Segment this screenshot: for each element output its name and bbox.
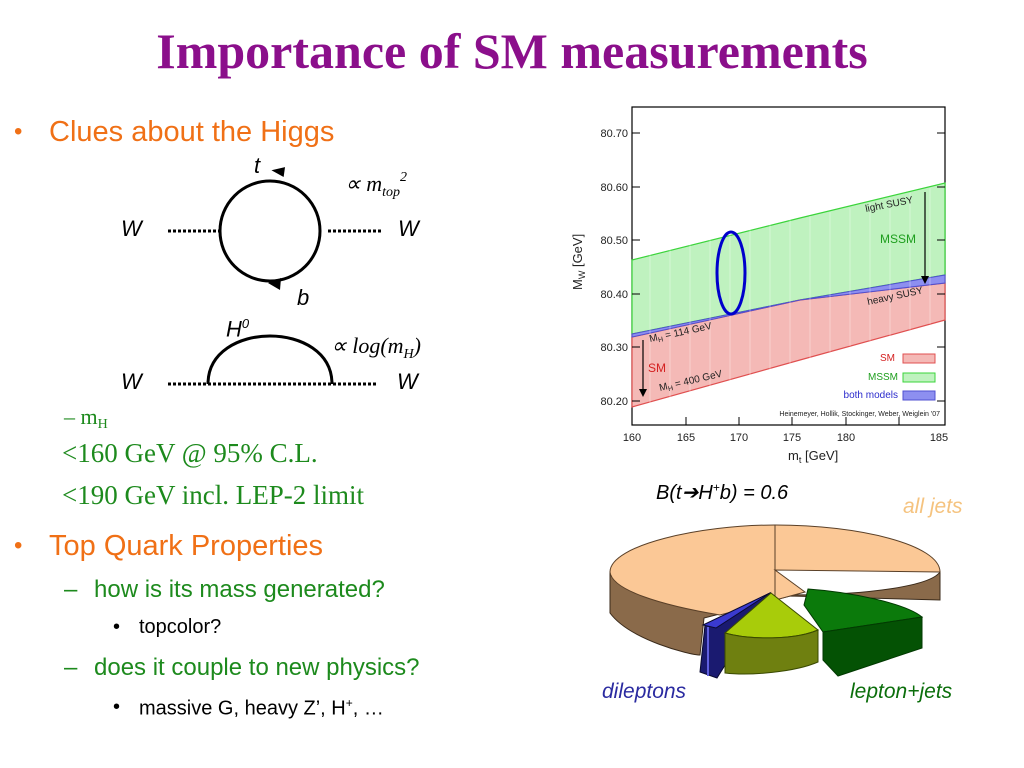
question-new-physics: does it couple to new physics? [94, 654, 420, 681]
legend-label-mssm: MSSM [868, 372, 898, 383]
loop-arrow-top [271, 167, 286, 178]
sm-band-label: SM [648, 361, 666, 375]
loop-arrow-bottom [268, 278, 281, 290]
sm-arrow-head [639, 389, 647, 397]
bullet-dot: • [113, 696, 121, 718]
bullet-dot: • [14, 532, 23, 559]
label-h0: H0 [226, 316, 250, 342]
bullet-top-quark: Top Quark Properties [49, 530, 324, 562]
dash: – [64, 654, 78, 681]
decay-pie-chart [609, 524, 941, 679]
y-tick: 80.30 [600, 342, 628, 354]
pie-label-lepton-jets: lepton+jets [850, 680, 953, 703]
y-tick: 80.60 [600, 182, 628, 194]
legend-swatch-sm [902, 353, 936, 364]
pie-title: B(t➔H+b) = 0.6 [656, 480, 789, 504]
pie-slice-lepton-jets-side [822, 616, 923, 677]
label-t: t [254, 153, 261, 178]
band-hatching [649, 188, 931, 405]
formula-mtop2: ∝ mtop2 [345, 170, 407, 200]
mt-mw-ellipse [715, 230, 747, 316]
higgs-arc [206, 334, 334, 385]
bullet-dot: • [14, 118, 23, 145]
slide-title: Importance of SM measurements [156, 23, 868, 79]
x-axis-label: mt [GeV] [788, 448, 838, 465]
mh-limit-95: <160 GeV @ 95% C.L. [62, 438, 318, 468]
formula-logmh: ∝ log(mH) [331, 333, 421, 362]
label-b: b [297, 285, 310, 310]
y-tick-labels: 80.70 80.60 80.50 80.40 80.30 80.20 [600, 128, 628, 408]
pie-slice-tau-jets-side [724, 629, 819, 675]
feynman-diagrams [168, 167, 382, 386]
massive-g-item: massive G, heavy Z’, H+, … [139, 696, 384, 720]
plot-credit: Heinemeyer, Hollik, Stockinger, Weber, W… [779, 411, 940, 418]
bullet-clues-higgs: Clues about the Higgs [49, 116, 335, 148]
x-tick: 165 [677, 432, 695, 444]
susy-arrow-head [921, 276, 929, 284]
axis-ticks [631, 132, 946, 425]
label-w-right-1: W [398, 216, 419, 241]
x-tick-labels: 160 165 170 175 180 185 [623, 432, 948, 444]
x-tick: 160 [623, 432, 641, 444]
mssm-band-label: MSSM [880, 232, 916, 246]
y-tick: 80.40 [600, 289, 628, 301]
x-tick: 185 [930, 432, 948, 444]
x-tick: 170 [730, 432, 748, 444]
pie-slice-dileptons [701, 592, 771, 629]
y-axis-label: MW [GeV] [570, 234, 587, 290]
legend-label-both: both models [844, 390, 898, 401]
y-tick: 80.20 [600, 396, 628, 408]
label-w-left-2: W [121, 369, 142, 394]
plot-legend: SM MSSM both models [844, 353, 936, 401]
dash: – [64, 576, 78, 603]
bullet-dot: • [113, 616, 121, 638]
y-tick: 80.50 [600, 235, 628, 247]
topcolor-item: topcolor? [139, 616, 222, 638]
mw-mt-plot: 80.70 80.60 80.50 80.40 80.30 80.20 160 … [570, 106, 948, 465]
both-models-band [631, 274, 946, 338]
mh-item: – mH [64, 404, 108, 432]
y-tick: 80.70 [600, 128, 628, 140]
mh-limit-lep2: <190 GeV incl. LEP-2 limit [62, 480, 364, 510]
x-tick: 180 [837, 432, 855, 444]
legend-label-sm: SM [880, 353, 895, 364]
pie-label-dileptons: dileptons [602, 680, 687, 703]
label-w-left-1: W [121, 216, 142, 241]
pie-label-all-jets: all jets [903, 495, 963, 518]
legend-swatch-mssm [902, 372, 936, 383]
fermion-loop [218, 179, 322, 283]
question-mass: how is its mass generated? [94, 576, 385, 603]
x-tick: 175 [783, 432, 801, 444]
label-w-right-2: W [397, 369, 418, 394]
legend-swatch-both [902, 390, 936, 401]
